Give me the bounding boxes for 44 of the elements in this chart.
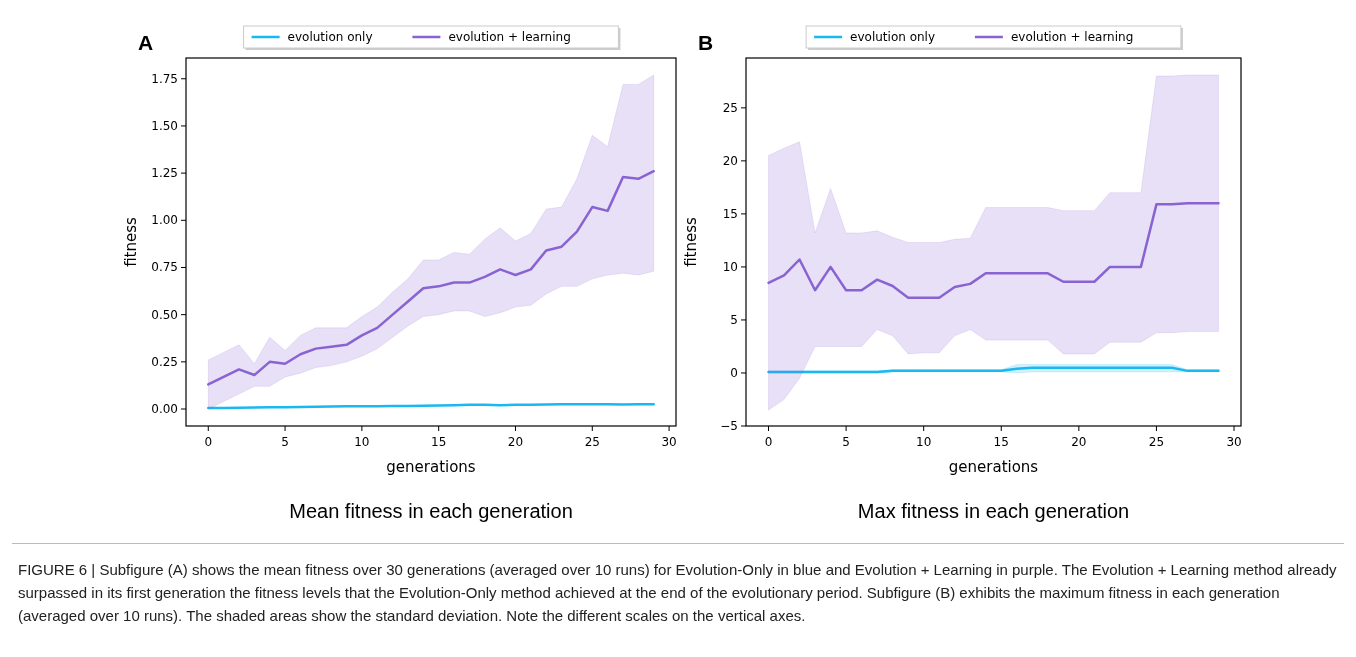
y-tick-label: 1.50 [151, 118, 178, 133]
x-tick-label: 25 [1148, 435, 1165, 449]
x-tick-label: 5 [281, 435, 289, 449]
y-tick-label: 0 [730, 365, 738, 380]
line-series [207, 169, 655, 386]
x-tick-label: 30 [661, 435, 677, 449]
x-tick-label: 20 [1071, 435, 1087, 449]
y-tick-label: 25 [722, 100, 738, 115]
legend-label: evolution only [850, 30, 936, 44]
x-tick-label: 25 [584, 435, 600, 449]
y-tick-label: 5 [730, 312, 738, 327]
x-tick-label: 0 [204, 435, 213, 449]
legend-label: evolution + learning [1010, 30, 1134, 44]
y-tick-label: 1.00 [151, 213, 178, 228]
text: Max fitness in each generation [857, 500, 1130, 522]
text: A [138, 31, 154, 54]
y-tick-label: 0.00 [151, 402, 178, 417]
y-tick-label: 0.25 [151, 354, 178, 369]
y-tick-label: 10 [722, 259, 738, 274]
y-tick-label: 0.50 [151, 307, 178, 322]
x-tick-label: 0 [764, 435, 773, 449]
caption: FIGURE 6 | Subfigure (A) shows the mean fitness over 30 generations (averaged over 10 runs) for Evolution-Only in blue and Evolution + Learning in purple. The Evolution + Learning method already surpassed in its first generation the fitness levels that the Evolution-Only method achieved at the end of the evolutionary period. Subfigure (B) exhibits the maximum fitness in each generation (averaged over 10 runs). The shaded areas show the standard deviation. Note the different scales on the vertical axes. [18, 560, 1338, 626]
x-axis-title: generations [948, 458, 1039, 476]
y-tick-label: 15 [722, 206, 738, 221]
x-axis-title: generations [386, 458, 476, 476]
y-axis-title: fitness [122, 216, 140, 267]
y-tick-label: 1.75 [151, 71, 178, 86]
y-axis-title: fitness [682, 216, 700, 267]
legend-label: evolution only [287, 30, 373, 44]
x-tick-label: 15 [431, 435, 447, 449]
text: B [698, 31, 714, 54]
y-tick-label: −5 [720, 419, 738, 433]
y-tick-label: 0.75 [151, 260, 178, 275]
text: Mean fitness in each generation [289, 500, 573, 522]
x-tick-label: 30 [1226, 435, 1242, 449]
x-tick-label: 15 [993, 435, 1009, 449]
legend-label: evolution + learning [448, 30, 571, 44]
line-series [767, 202, 1220, 299]
x-tick-label: 10 [354, 435, 370, 449]
y-tick-label: 1.25 [151, 166, 178, 181]
x-tick-label: 10 [916, 435, 932, 449]
y-tick-label: 20 [722, 153, 738, 168]
x-tick-label: 20 [507, 435, 524, 449]
x-tick-label: 5 [842, 435, 850, 449]
